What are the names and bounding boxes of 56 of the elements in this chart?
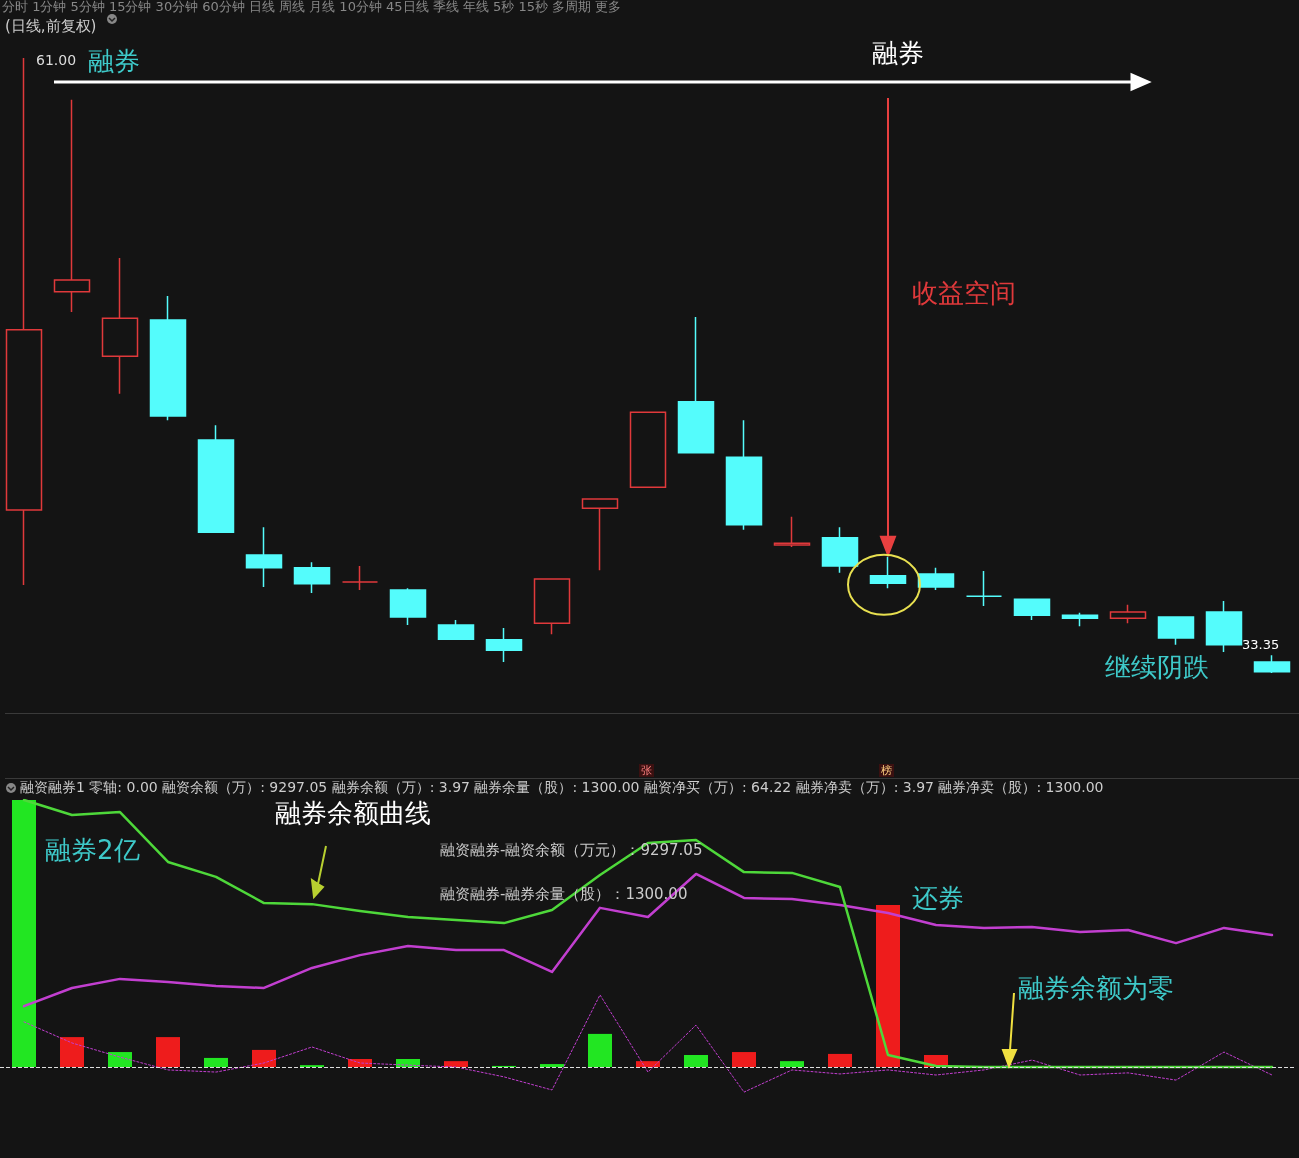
candlestick (821, 526, 859, 574)
bar (828, 1053, 852, 1067)
candlestick (389, 587, 427, 626)
annotation: 融券余额为零 (1018, 973, 1174, 1003)
candlestick (149, 295, 187, 421)
candlestick (1109, 603, 1147, 624)
bar (60, 1037, 84, 1067)
candlestick (293, 561, 331, 594)
bar (684, 1054, 708, 1067)
candlestick (1013, 598, 1051, 621)
annotation: 33.35 (1242, 637, 1280, 652)
annotation: 融券 (88, 46, 140, 76)
annotation: 继续阴跌 (1105, 652, 1209, 682)
candlestick (965, 570, 1003, 607)
candlestick (917, 567, 955, 591)
candlestick (245, 526, 283, 588)
candlestick (869, 556, 907, 589)
bar (204, 1057, 228, 1067)
chart-title: (日线,前复权) (5, 16, 97, 35)
annotation: 融资融券-融资余额（万元）：9297.05 (440, 840, 703, 859)
candlestick (53, 99, 91, 313)
candlestick (677, 316, 715, 454)
candlestick (1157, 616, 1195, 646)
bar (108, 1052, 132, 1067)
bar (540, 1064, 564, 1067)
chart-title: 融资融券1 零轴: 0.00 融资余额（万）: 9297.05 融券余额（万）: 3.97 融券余量（股）: 1300.00 融资净买（万）: 64.22 融券净卖（万）: 3.97 融券净卖（股）: 1300.00 (20, 779, 1104, 795)
candlestick (341, 565, 379, 591)
candlestick (485, 627, 523, 663)
candlestick (629, 411, 667, 489)
bar (876, 904, 900, 1067)
text: 分时 1分钟 5分钟 15分钟 30分钟 60分钟 日线 周线 月线 10分钟 45日线 季线 年线 5秒 15秒 多周期 更多 (2, 0, 622, 14)
bar (732, 1052, 756, 1067)
candlestick (1205, 600, 1243, 653)
candlestick (581, 498, 619, 572)
bar (12, 800, 36, 1067)
candlestick (1061, 611, 1099, 628)
text: 榜 (881, 764, 892, 777)
candlestick (773, 516, 811, 548)
annotation: 融券余额曲线 (275, 798, 431, 828)
text: 张 (641, 764, 652, 777)
annotation: 61.00 (36, 52, 77, 68)
annotation: 收益空间 (912, 278, 1016, 308)
bar (780, 1061, 804, 1067)
candlestick (533, 578, 571, 636)
candlestick (725, 419, 763, 531)
candlestick (437, 619, 475, 640)
annotation: 融券2亿 (45, 835, 140, 865)
bar (588, 1033, 612, 1067)
bar (156, 1037, 180, 1067)
annotation: 还券 (912, 883, 964, 913)
bar (444, 1061, 468, 1067)
candlestick (101, 257, 139, 395)
candlestick (197, 424, 235, 533)
bar (252, 1049, 276, 1067)
annotation: 融券 (872, 38, 924, 68)
candlestick (1253, 654, 1291, 674)
